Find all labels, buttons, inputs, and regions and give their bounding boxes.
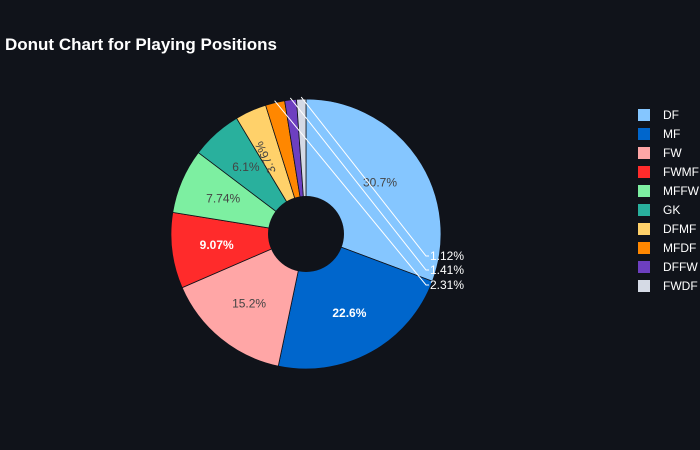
legend-item-fwdf[interactable]: FWDF bbox=[638, 279, 698, 293]
legend-label-dffw: DFFW bbox=[663, 260, 698, 274]
legend-swatch-dffw bbox=[638, 261, 650, 273]
legend-label-gk: GK bbox=[663, 203, 680, 217]
legend-item-dffw[interactable]: DFFW bbox=[638, 260, 698, 274]
legend-swatch-fwmf bbox=[638, 166, 650, 178]
legend-swatch-gk bbox=[638, 204, 650, 216]
donut-hole bbox=[268, 196, 344, 272]
legend-label-mfdf: MFDF bbox=[663, 241, 696, 255]
leader-line-mfdf bbox=[274, 100, 429, 286]
legend-item-df[interactable]: DF bbox=[638, 108, 679, 122]
slice-label-fwdf: 1.12% bbox=[430, 249, 464, 263]
legend-label-mf: MF bbox=[663, 127, 680, 141]
chart-title: Donut Chart for Playing Positions bbox=[5, 35, 277, 54]
legend-swatch-dfmf bbox=[638, 223, 650, 235]
slice-label-mffw: 7.74% bbox=[206, 192, 240, 206]
legend-item-mffw[interactable]: MFFW bbox=[638, 184, 700, 198]
leader-line-dffw bbox=[289, 97, 429, 271]
legend-item-dfmf[interactable]: DFMF bbox=[638, 222, 696, 236]
slice-label-fwmf: 9.07% bbox=[200, 238, 234, 252]
slice-label-mf: 22.6% bbox=[332, 306, 366, 320]
slice-label-fw: 15.2% bbox=[232, 297, 266, 311]
legend-swatch-df bbox=[638, 109, 650, 121]
labels-group: 30.7%22.6%15.2%9.07%7.74%6.1%3.76%1.12%1… bbox=[200, 96, 464, 320]
legend-swatch-mfdf bbox=[638, 242, 650, 254]
legend-label-mffw: MFFW bbox=[663, 184, 700, 198]
legend-item-mf[interactable]: MF bbox=[638, 127, 680, 141]
legend-label-fwmf: FWMF bbox=[663, 165, 699, 179]
legend-label-fwdf: FWDF bbox=[663, 279, 698, 293]
legend-label-df: DF bbox=[663, 108, 679, 122]
legend-label-fw: FW bbox=[663, 146, 682, 160]
legend-item-fwmf[interactable]: FWMF bbox=[638, 165, 699, 179]
leader-line-fwdf bbox=[300, 96, 429, 257]
legend-item-gk[interactable]: GK bbox=[638, 203, 680, 217]
legend-swatch-fwdf bbox=[638, 280, 650, 292]
slice-label-gk: 6.1% bbox=[232, 160, 260, 174]
legend-swatch-fw bbox=[638, 147, 650, 159]
slice-label-dffw: 1.41% bbox=[430, 263, 464, 277]
legend-swatch-mf bbox=[638, 128, 650, 140]
slice-fw[interactable] bbox=[181, 233, 307, 367]
legend-swatch-mffw bbox=[638, 185, 650, 197]
legend-label-dfmf: DFMF bbox=[663, 222, 696, 236]
legend-item-mfdf[interactable]: MFDF bbox=[638, 241, 696, 255]
legend-item-fw[interactable]: FW bbox=[638, 146, 682, 160]
slice-label-mfdf: 2.31% bbox=[430, 278, 464, 292]
